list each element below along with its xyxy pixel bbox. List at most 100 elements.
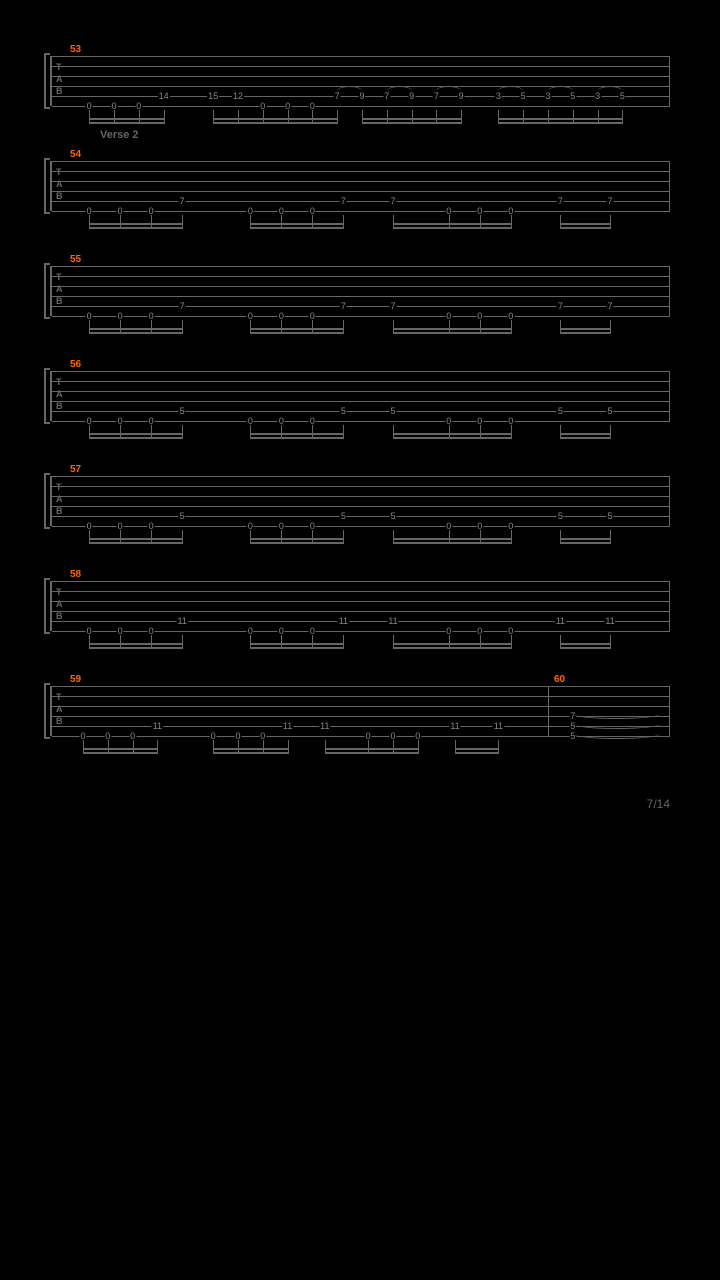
tab-clef-letter: T	[56, 587, 62, 597]
barline	[669, 266, 670, 316]
tab-line	[52, 506, 670, 507]
beam	[393, 223, 512, 225]
tab-line	[52, 171, 670, 172]
vibrato-mark: 〰〰〰〰〰〰〰〰〰〰〰〰	[174, 668, 236, 672]
fret-number: 11	[387, 617, 398, 626]
beam	[89, 118, 164, 120]
fret-number: 11	[449, 722, 460, 731]
tab-clef-letter: T	[56, 692, 62, 702]
tie	[498, 86, 523, 91]
beam	[83, 752, 158, 754]
beam	[498, 122, 623, 124]
beam	[89, 647, 183, 649]
tab-clef-letter: B	[56, 611, 63, 621]
beam	[89, 328, 183, 330]
tab-clef-letter: A	[56, 599, 63, 609]
beam	[560, 437, 611, 439]
vibrato-mark: 〰〰〰〰〰〰〰〰〰〰〰〰	[199, 248, 261, 252]
tab-line	[52, 401, 670, 402]
beam	[560, 433, 611, 435]
vibrato-mark: 〰〰〰〰〰〰〰〰〰〰〰〰	[199, 563, 261, 567]
staff-system: 58〰〰〰〰〰〰〰〰〰〰〰〰〰〰〰〰〰〰〰〰〰〰〰〰〰〰〰〰〰〰〰〰〰〰〰〰TA…	[50, 581, 670, 631]
beam	[89, 437, 183, 439]
barline	[669, 56, 670, 106]
vibrato-mark: 〰〰〰〰〰〰〰〰〰〰〰〰	[558, 248, 670, 252]
vibrato-marks: 〰〰〰〰〰〰〰〰〰〰〰〰〰〰〰〰〰〰〰〰〰〰〰〰〰〰〰〰〰〰〰〰〰〰〰〰	[50, 353, 670, 363]
beam	[89, 542, 183, 544]
beam	[250, 538, 344, 540]
beam	[362, 122, 462, 124]
beam	[250, 433, 344, 435]
tab-line	[52, 181, 670, 182]
tab-staff: TAB000141512000797979353535	[50, 56, 670, 106]
tab-staff: TAB00070007700077	[50, 266, 670, 316]
tab-clef-letter: A	[56, 284, 63, 294]
tab-line	[52, 306, 670, 307]
vibrato-marks: 〰〰〰〰〰〰〰〰〰〰〰〰 〰〰〰〰〰〰〰〰〰〰〰〰 〰〰〰〰〰〰〰〰〰〰〰〰	[50, 248, 670, 258]
fret-number: 5	[389, 407, 396, 416]
tab-line	[52, 286, 670, 287]
tab-line	[52, 631, 670, 632]
page-number: 7/14	[647, 797, 670, 811]
fret-number: 7	[606, 197, 613, 206]
beam	[393, 433, 512, 435]
vibrato-mark: 〰〰〰〰〰〰〰〰〰〰〰〰	[199, 143, 261, 147]
vibrato-mark: 〰〰〰〰〰〰〰〰〰〰〰〰	[348, 563, 460, 567]
fret-number: 11	[338, 617, 349, 626]
fret-number: 9	[358, 92, 365, 101]
tab-staff: TAB00050005500055	[50, 476, 670, 526]
fret-number: 7	[389, 302, 396, 311]
fret-number: 5	[520, 92, 527, 101]
beam	[250, 223, 344, 225]
tab-line	[52, 201, 670, 202]
tab-clef-letter: T	[56, 272, 62, 282]
vibrato-mark: 〰〰〰〰〰〰〰〰〰〰〰〰	[199, 353, 261, 357]
fret-number: 5	[569, 92, 576, 101]
vibrato-mark: 〰〰〰〰〰〰〰〰〰〰〰〰	[348, 248, 460, 252]
fret-number: 3	[544, 92, 551, 101]
tab-line	[52, 316, 670, 317]
tab-line	[52, 486, 670, 487]
barline	[669, 581, 670, 631]
vibrato-marks: 〰〰〰〰〰〰〰〰〰〰〰〰〰〰〰〰〰〰〰〰〰〰〰〰〰〰〰〰〰〰〰〰〰〰〰〰	[50, 143, 670, 153]
beam	[89, 538, 183, 540]
beam	[498, 118, 623, 120]
beam	[393, 227, 512, 229]
tab-line	[52, 76, 670, 77]
beam	[393, 643, 512, 645]
tab-clef-letter: B	[56, 86, 63, 96]
barline	[669, 686, 670, 736]
beam	[89, 223, 183, 225]
fret-number: 11	[604, 617, 615, 626]
tie	[436, 86, 461, 91]
beam	[213, 752, 288, 754]
fret-number: 7	[557, 302, 564, 311]
staff-bracket	[44, 473, 50, 529]
tab-line	[52, 371, 670, 372]
staff-bracket	[44, 683, 50, 739]
beam	[89, 122, 164, 124]
vibrato-mark: 〰〰〰〰〰〰〰〰〰〰〰〰	[199, 458, 261, 462]
tab-clef-letter: T	[56, 62, 62, 72]
beam	[89, 227, 183, 229]
staff-bracket	[44, 368, 50, 424]
fret-number: 7	[557, 197, 564, 206]
beam	[250, 437, 344, 439]
vibrato-mark: 〰〰〰〰〰〰〰〰〰〰〰〰	[447, 668, 534, 672]
tab-clef-letter: T	[56, 482, 62, 492]
tab-line	[52, 621, 670, 622]
beam	[89, 643, 183, 645]
staff-bracket	[44, 578, 50, 634]
beam	[213, 118, 338, 120]
beam	[560, 223, 611, 225]
section-label: Verse 2	[100, 129, 139, 141]
beam	[250, 332, 344, 334]
fret-number: 11	[493, 722, 504, 731]
tab-clef-letter: A	[56, 704, 63, 714]
vibrato-marks: 〰〰〰〰〰〰〰〰〰〰〰〰〰〰〰〰〰〰〰〰〰〰〰〰〰〰〰〰〰〰〰〰〰〰〰〰	[50, 458, 670, 468]
beam	[325, 752, 419, 754]
fret-number: 7	[340, 197, 347, 206]
fret-number: 5	[619, 92, 626, 101]
vibrato-mark: 〰〰〰〰〰〰〰〰〰〰〰〰	[298, 668, 385, 672]
tab-clef-letter: B	[56, 191, 63, 201]
